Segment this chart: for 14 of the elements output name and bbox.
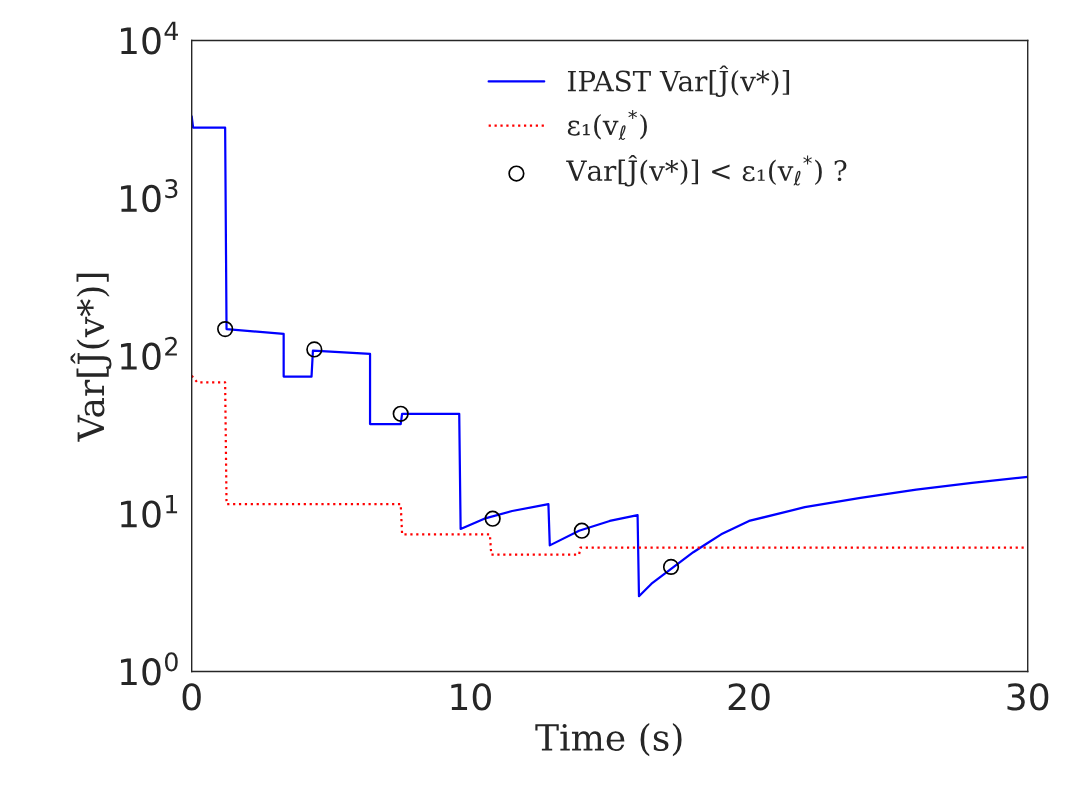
y-tick-label: 10$^{0}$ bbox=[121, 652, 178, 686]
x-tick-label: 0 bbox=[182, 683, 201, 711]
x-tick-label: 20 bbox=[728, 683, 770, 711]
x-tick-label: 10 bbox=[451, 683, 491, 711]
y-tick-label: 10$^{1}$ bbox=[121, 494, 178, 528]
y-tick-label: 10$^{2}$ bbox=[121, 336, 177, 370]
legend-label: Var[Ĵ(v*)] < ε₁(v$_{ℓ}$$^{*}$) ? bbox=[566, 154, 847, 187]
legend-label: ε₁(v$_{ℓ}$$^{*}$) bbox=[567, 110, 647, 140]
y-tick-label: 10$^{3}$ bbox=[121, 179, 178, 213]
y-axis-title: Var[Ĵ(v*)] bbox=[70, 273, 112, 442]
x-axis-title: Time (s) bbox=[535, 723, 682, 757]
x-tick-label: 30 bbox=[1007, 683, 1049, 711]
legend-label: IPAST Var[Ĵ(v*)] bbox=[567, 65, 790, 97]
y-tick-label: 10$^{4}$ bbox=[121, 21, 178, 55]
